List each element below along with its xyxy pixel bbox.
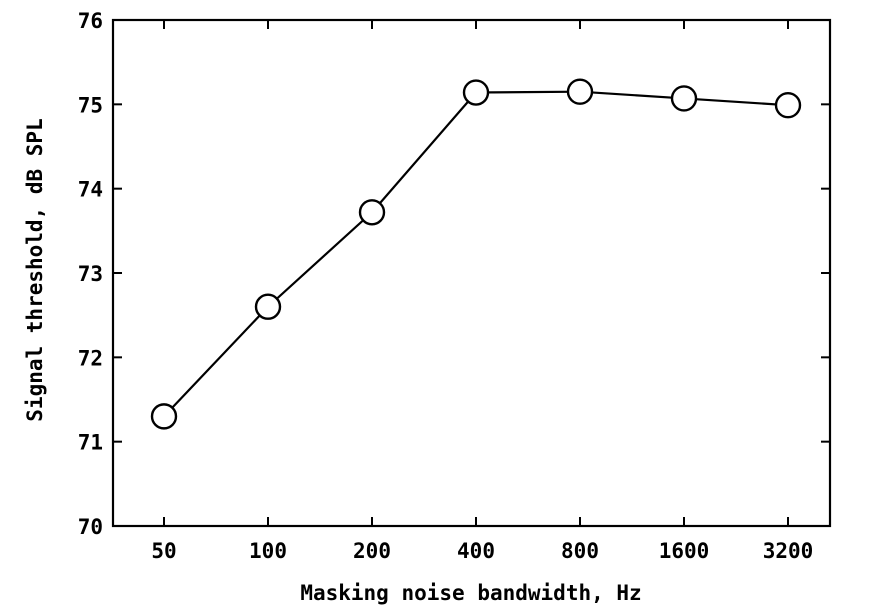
data-point <box>254 293 282 320</box>
y-axis-title: Signal threshold, dB SPL <box>23 118 47 421</box>
data-point <box>462 79 490 106</box>
y-tick-label: 71 <box>78 431 103 455</box>
x-tick-label: 400 <box>457 539 495 563</box>
y-tick-label: 70 <box>78 515 103 539</box>
series-line <box>163 90 789 418</box>
y-tick-label: 75 <box>78 93 103 117</box>
data-point <box>774 91 802 119</box>
x-tick-label: 50 <box>151 539 176 563</box>
x-axis-ticks: 50 100 200 400 800 1600 3200 <box>151 20 813 563</box>
data-point <box>150 403 178 430</box>
y-tick-label: 73 <box>78 262 103 286</box>
data-point <box>670 85 698 112</box>
x-tick-label: 3200 <box>763 539 814 563</box>
y-tick-label: 76 <box>78 9 103 33</box>
y-tick-label: 74 <box>78 178 103 202</box>
x-tick-label: 200 <box>353 539 391 563</box>
data-point <box>358 199 386 226</box>
x-axis-title: Masking noise bandwidth, Hz <box>300 581 641 605</box>
y-tick-label: 72 <box>78 346 103 370</box>
x-tick-label: 1600 <box>659 539 710 563</box>
data-point <box>566 78 594 105</box>
x-tick-label: 100 <box>249 539 287 563</box>
y-axis-ticks: 70 71 72 73 74 75 76 <box>78 9 830 539</box>
data-series <box>150 78 802 430</box>
x-tick-label: 800 <box>561 539 599 563</box>
